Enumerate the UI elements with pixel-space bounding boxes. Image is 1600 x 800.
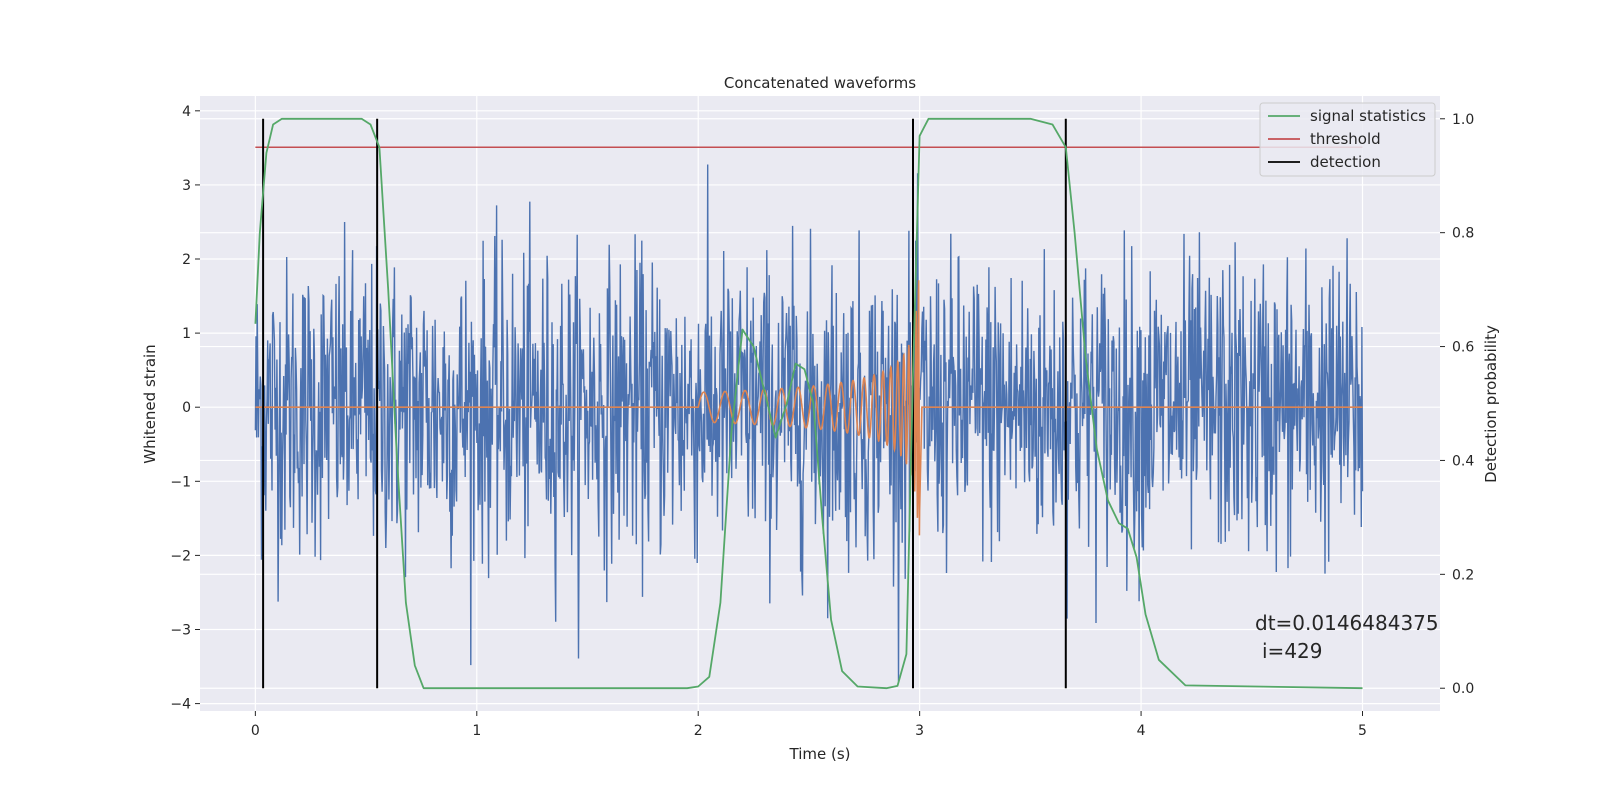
y-tick-label: 1 — [182, 326, 191, 342]
y-axis-label-right: Detection probability — [1482, 325, 1500, 483]
x-tick-label: 4 — [1137, 723, 1146, 739]
x-tick-label: 0 — [251, 723, 260, 739]
y-tick-label: 2 — [182, 252, 191, 268]
y-tick-label: −2 — [170, 548, 191, 564]
annotation-i: i=429 — [1262, 639, 1323, 663]
y-tick-label: 3 — [182, 178, 191, 194]
x-tick-label: 5 — [1358, 723, 1367, 739]
x-tick-label: 3 — [915, 723, 924, 739]
y-right-tick-label: 0.8 — [1452, 226, 1474, 242]
y-tick-label: −4 — [170, 697, 191, 713]
chart-title: Concatenated waveforms — [724, 74, 916, 92]
legend-label-threshold: threshold — [1310, 130, 1381, 148]
legend-label-signal-statistics: signal statistics — [1310, 107, 1426, 125]
y-right-tick-label: 1.0 — [1452, 112, 1474, 128]
right-axis-series — [254, 117, 1363, 690]
x-tick-label: 2 — [694, 723, 703, 739]
legend-label-detection: detection — [1310, 153, 1381, 171]
y-axis-label: Whitened strain — [141, 344, 159, 463]
y-right-tick-label: 0.4 — [1452, 453, 1474, 469]
y-right-tick-label: 0.0 — [1452, 681, 1474, 697]
chirp-series — [255, 280, 1363, 536]
signal-statistics-line — [254, 117, 1363, 690]
x-tick-label: 1 — [472, 723, 481, 739]
tick-labels: 0 1 2 3 4 5 −4 −3 −2 −1 0 1 2 3 4 0.0 0.2 0.4 0.6 0.8 1.0 — [170, 104, 1474, 739]
y-tick-label: −1 — [170, 474, 191, 490]
y-tick-label: 4 — [182, 104, 191, 120]
y-right-tick-label: 0.6 — [1452, 340, 1474, 356]
waveform-template-line — [255, 280, 1363, 536]
legend-box — [1259, 102, 1436, 177]
x-axis-label: Time (s) — [789, 745, 851, 763]
annotation-dt: dt=0.0146484375 — [1255, 611, 1439, 635]
y-tick-label: −3 — [170, 622, 191, 638]
y-right-tick-label: 0.2 — [1452, 567, 1474, 583]
legend: signal statistics threshold detection — [1259, 102, 1436, 177]
y-tick-label: 0 — [182, 400, 191, 416]
